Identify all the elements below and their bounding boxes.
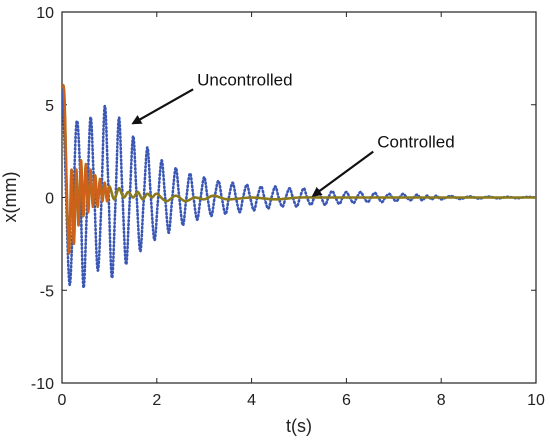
- annotation-label: Controlled: [377, 133, 455, 152]
- annotation-arrow: [311, 150, 374, 197]
- x-tick-label: 4: [247, 392, 256, 409]
- y-tick-label: -10: [31, 376, 54, 393]
- x-tick-label: 2: [152, 392, 161, 409]
- annotation-label: Uncontrolled: [197, 70, 292, 89]
- x-axis: 0 2 4 6 8 10: [58, 12, 545, 409]
- series-line-controlled-transient: [62, 83, 111, 255]
- series-layer: [62, 83, 536, 290]
- y-tick-label: 10: [36, 5, 54, 22]
- y-tick-label: 5: [45, 98, 54, 115]
- x-tick-label: 0: [58, 392, 67, 409]
- annotation-arrow: [131, 88, 194, 125]
- y-tick-label: -5: [40, 283, 54, 300]
- x-tick-label: 8: [437, 392, 446, 409]
- y-axis-title: x(mm): [0, 172, 20, 223]
- x-tick-label: 10: [527, 392, 545, 409]
- x-axis-title: t(s): [286, 416, 312, 436]
- x-tick-label: 6: [342, 392, 351, 409]
- annotations: Uncontrolled Controlled: [131, 70, 455, 197]
- y-tick-label: 0: [45, 191, 54, 208]
